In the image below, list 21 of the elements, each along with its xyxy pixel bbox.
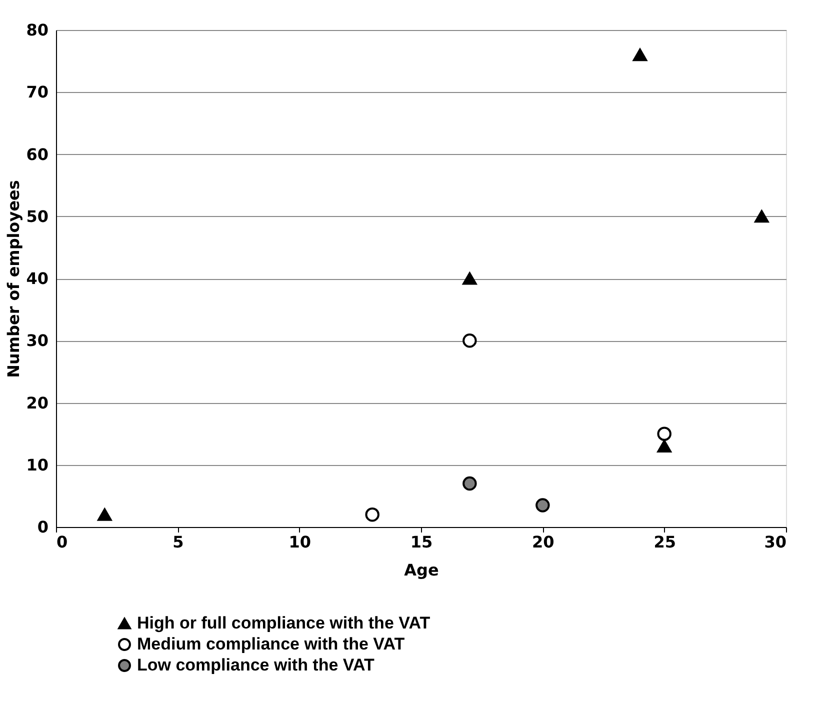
legend-label: Medium compliance with the VAT — [137, 634, 406, 654]
x-tick-label: 20 — [532, 532, 554, 552]
x-tick-label: 5 — [172, 532, 184, 552]
x-tick-label: 0 — [56, 532, 68, 552]
y-axis-title: Number of employees — [4, 180, 24, 378]
y-tick-label: 30 — [26, 331, 48, 350]
y-tick-label: 10 — [26, 455, 48, 474]
y-tick-label: 20 — [26, 393, 48, 412]
y-tick-label: 0 — [37, 518, 48, 536]
y-tick-label: 70 — [26, 82, 48, 102]
x-tick-label: 10 — [288, 532, 311, 552]
x-tick-label: 15 — [410, 532, 433, 552]
y-tick-label: 80 — [26, 20, 48, 40]
y-tick-label: 50 — [26, 206, 48, 226]
legend-label: Low compliance with the VAT — [137, 656, 375, 674]
y-tick-label: 60 — [26, 144, 48, 164]
x-tick-label: 25 — [654, 532, 676, 552]
x-tick-label: 30 — [764, 532, 786, 552]
x-axis-title: Age — [404, 560, 439, 580]
legend-label: High or full compliance with the VAT — [137, 614, 431, 632]
y-tick-label: 40 — [26, 269, 48, 288]
